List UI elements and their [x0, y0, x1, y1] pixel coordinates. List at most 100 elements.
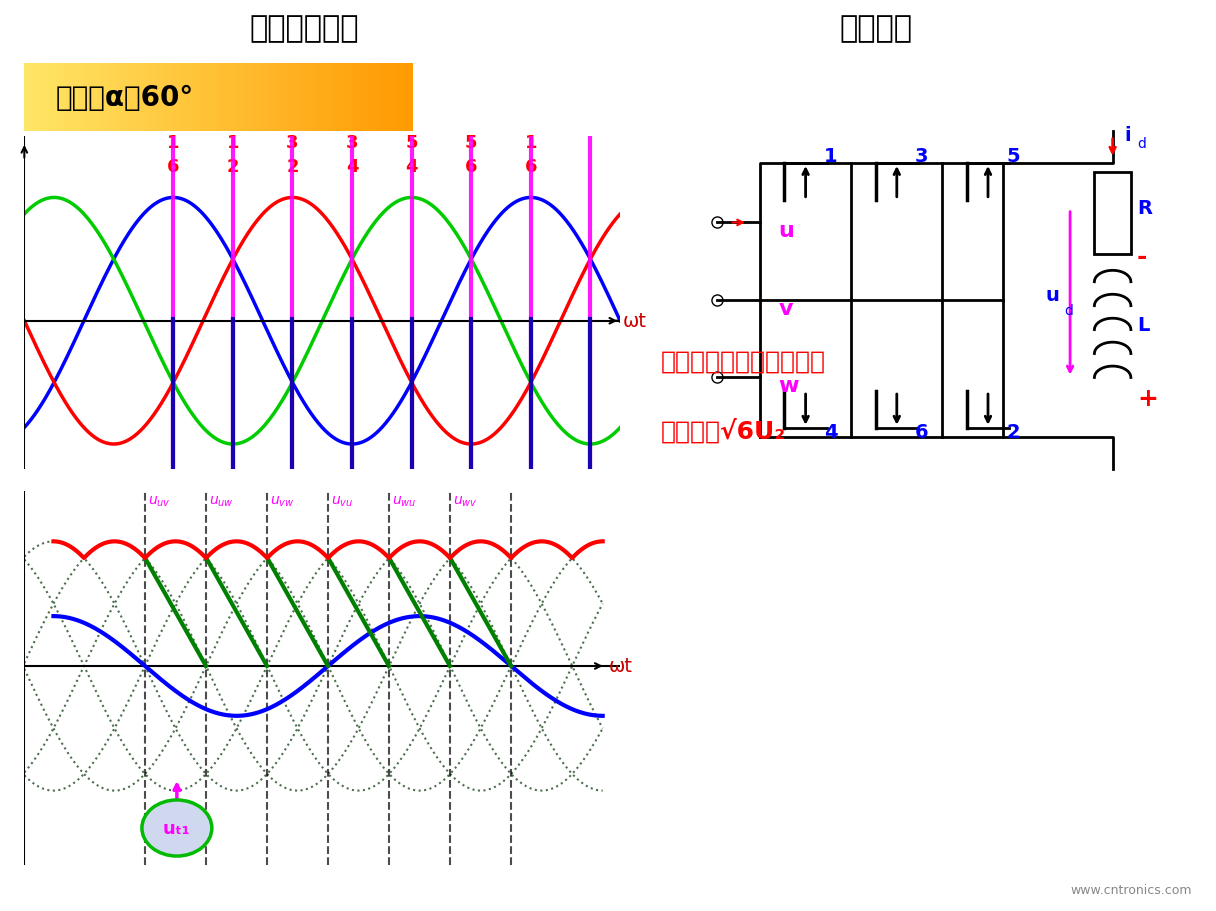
Bar [332, 64, 336, 132]
Bar [118, 64, 122, 132]
Bar [265, 64, 270, 132]
Text: 工作原理: 工作原理 [839, 14, 912, 43]
Text: 1: 1 [524, 133, 537, 151]
Bar [398, 64, 401, 132]
Bar [44, 64, 47, 132]
Text: 5: 5 [465, 133, 478, 151]
Bar [304, 64, 309, 132]
Bar [98, 64, 102, 132]
Bar [309, 64, 313, 132]
Bar [289, 64, 293, 132]
Bar [390, 64, 394, 132]
Bar [36, 64, 40, 132]
Text: 晶闸管承受的最大正、反: 晶闸管承受的最大正、反 [660, 349, 826, 374]
Text: 6: 6 [465, 159, 478, 176]
Bar [375, 64, 378, 132]
Text: 2: 2 [226, 159, 240, 176]
Bar [71, 64, 75, 132]
Bar [238, 64, 242, 132]
Text: d: d [1064, 303, 1073, 317]
Bar [90, 64, 95, 132]
Bar [161, 64, 164, 132]
Bar [47, 64, 51, 132]
Bar [250, 64, 254, 132]
Text: ωt: ωt [608, 657, 632, 676]
Text: u: u [1046, 286, 1059, 304]
Bar [297, 64, 300, 132]
Bar [199, 64, 203, 132]
Bar [125, 64, 129, 132]
Text: $u_{wu}$: $u_{wu}$ [392, 495, 417, 508]
Text: 3: 3 [914, 147, 929, 166]
Text: 1: 1 [824, 147, 838, 166]
Bar [226, 64, 231, 132]
Bar [56, 64, 60, 132]
Bar [1094, 173, 1131, 255]
Text: $u_{uw}$: $u_{uw}$ [209, 495, 233, 508]
Text: 5: 5 [1007, 147, 1020, 166]
Text: 1: 1 [226, 133, 240, 151]
Bar [137, 64, 141, 132]
Bar [60, 64, 63, 132]
Ellipse shape [142, 800, 212, 856]
Text: $u_{uv}$: $u_{uv}$ [148, 495, 170, 508]
Text: i: i [1125, 127, 1131, 145]
Text: -: - [1137, 245, 1148, 269]
Bar [24, 64, 28, 132]
Bar [281, 64, 285, 132]
Bar [382, 64, 387, 132]
Text: d: d [1137, 137, 1145, 151]
Text: 3: 3 [286, 133, 299, 151]
Bar [95, 64, 98, 132]
Bar [316, 64, 320, 132]
Text: 6: 6 [524, 159, 537, 176]
Bar [187, 64, 192, 132]
Bar [223, 64, 226, 132]
Bar [258, 64, 261, 132]
Bar [51, 64, 56, 132]
Text: $u_{wv}$: $u_{wv}$ [454, 495, 478, 508]
Text: 3: 3 [345, 133, 359, 151]
Text: L: L [1137, 315, 1149, 334]
Bar [254, 64, 258, 132]
Bar [355, 64, 359, 132]
Bar [157, 64, 161, 132]
Bar [192, 64, 196, 132]
Bar [359, 64, 362, 132]
Bar [212, 64, 215, 132]
Bar [367, 64, 371, 132]
Bar [134, 64, 137, 132]
Bar [328, 64, 332, 132]
Text: 向压降为√6U₂: 向压降为√6U₂ [660, 418, 786, 443]
Bar [83, 64, 86, 132]
Bar [184, 64, 187, 132]
Bar [270, 64, 274, 132]
Text: R: R [1137, 200, 1152, 218]
Bar [173, 64, 176, 132]
Bar [293, 64, 297, 132]
Bar [215, 64, 219, 132]
Bar [410, 64, 413, 132]
Bar [141, 64, 145, 132]
Bar [313, 64, 316, 132]
Bar [277, 64, 281, 132]
Bar [106, 64, 109, 132]
Bar [196, 64, 199, 132]
Bar [387, 64, 390, 132]
Text: 4: 4 [405, 159, 418, 176]
Text: w: w [778, 375, 799, 395]
Bar [242, 64, 246, 132]
Text: $u_{vw}$: $u_{vw}$ [270, 495, 294, 508]
Bar [122, 64, 125, 132]
Bar [235, 64, 238, 132]
Text: +: + [1137, 386, 1158, 410]
Bar [28, 64, 32, 132]
Text: 5: 5 [405, 133, 418, 151]
Bar [164, 64, 168, 132]
Bar [180, 64, 184, 132]
Bar [320, 64, 323, 132]
Bar [32, 64, 36, 132]
Bar [323, 64, 328, 132]
Bar [261, 64, 265, 132]
Bar [219, 64, 223, 132]
